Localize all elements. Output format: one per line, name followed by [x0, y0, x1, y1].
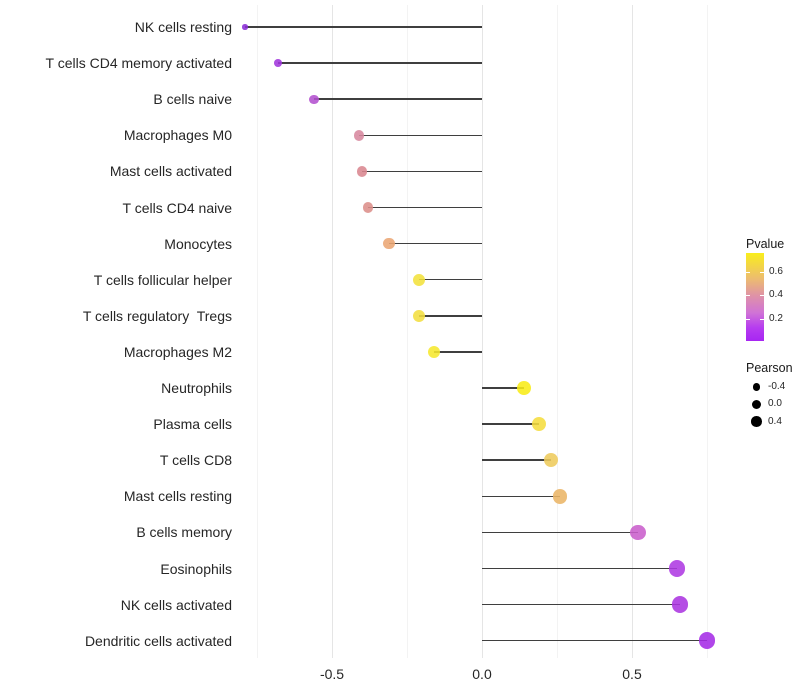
lollipop-stem — [434, 351, 482, 353]
lollipop-stem — [314, 98, 482, 100]
lollipop-stem — [389, 242, 482, 245]
pvalue-tick-label: 0.4 — [769, 289, 783, 301]
lollipop-stem — [482, 639, 707, 642]
gridline-major — [631, 5, 633, 658]
y-axis-label: B cells memory — [136, 524, 232, 541]
pearson-size-dot — [751, 399, 762, 409]
lollipop-dot — [309, 94, 319, 104]
pvalue-gradient-tick — [760, 318, 764, 320]
lollipop-stem — [278, 62, 482, 64]
gridline-major — [481, 5, 483, 658]
x-tick-label: 0.0 — [472, 666, 492, 682]
x-tick-label: 0.5 — [622, 666, 642, 682]
pvalue-tick-label: 0.6 — [769, 265, 783, 277]
y-axis-label: T cells CD4 memory activated — [45, 55, 232, 72]
gridline-minor — [706, 5, 708, 658]
lollipop-stem — [482, 603, 680, 606]
lollipop-dot — [413, 309, 425, 322]
lollipop-dot — [552, 489, 568, 504]
y-axis-label: Neutrophils — [161, 380, 232, 396]
y-axis-label: Monocytes — [164, 235, 232, 252]
y-axis-label: Mast cells activated — [109, 163, 232, 180]
lollipop-dot — [543, 453, 559, 468]
lollipop-stem — [359, 134, 482, 137]
lollipop-stem — [482, 423, 539, 425]
gridline-minor — [256, 5, 258, 658]
lollipop-dot — [427, 345, 441, 358]
gridline-minor — [556, 5, 558, 658]
x-tick-label: -0.5 — [319, 666, 345, 682]
pvalue-gradient-tick — [746, 271, 750, 273]
lollipop-dot — [630, 524, 646, 541]
lollipop-dot — [353, 130, 365, 141]
lollipop-stem — [368, 206, 482, 209]
pearson-size-label: 0.4 — [768, 415, 782, 427]
pvalue-gradient-bar — [746, 253, 764, 341]
y-axis-label: T cells follicular helper — [93, 271, 232, 288]
y-axis-label: Mast cells resting — [123, 488, 232, 505]
lollipop-dot — [242, 24, 248, 30]
pvalue-gradient-tick — [746, 318, 750, 320]
pvalue-tick-label: 0.2 — [769, 312, 783, 324]
y-axis-label: Macrophages M0 — [123, 127, 232, 144]
lollipop-dot — [362, 202, 374, 213]
y-axis-label: B cells naive — [153, 91, 232, 108]
lollipop-dot — [383, 237, 395, 250]
y-axis-label: T cells CD4 naive — [122, 199, 232, 216]
pearson-size-label: -0.4 — [768, 381, 786, 392]
lollipop-dot — [668, 560, 686, 577]
y-axis-label: NK cells activated — [120, 596, 232, 613]
lollipop-stem — [482, 567, 677, 570]
pearson-size-dot — [751, 416, 762, 427]
pearson-size-label: 0.0 — [768, 398, 782, 410]
lollipop-dot — [274, 59, 282, 67]
lollipop-stem — [419, 278, 482, 281]
y-axis-label: Dendritic cells activated — [84, 632, 232, 649]
lollipop-dot — [671, 596, 689, 613]
lollipop-dot — [531, 417, 547, 432]
pvalue-legend-title: Pvalue — [746, 237, 785, 251]
y-axis-label: NK cells resting — [134, 19, 232, 35]
lollipop-stem — [482, 495, 560, 498]
y-axis-label: Plasma cells — [153, 416, 232, 433]
pvalue-gradient-tick — [760, 295, 764, 297]
gridline-major — [331, 5, 333, 658]
pearson-legend-title: Pearson — [746, 361, 793, 375]
y-axis-label: T cells CD8 — [159, 452, 232, 469]
pearson-size-dot — [752, 383, 761, 391]
pvalue-gradient-tick — [760, 271, 764, 273]
y-axis-label: Eosinophils — [160, 560, 232, 577]
lollipop-stem — [482, 531, 638, 534]
lollipop-dot — [698, 632, 716, 649]
lollipop-stem — [362, 170, 482, 173]
lollipop-stem — [482, 459, 551, 461]
y-axis-label: Macrophages M2 — [123, 343, 232, 360]
gridline-minor — [406, 5, 408, 658]
lollipop-dot — [356, 166, 368, 177]
lollipop-stem — [482, 387, 524, 389]
y-axis-label: T cells regulatory Tregs — [82, 307, 232, 324]
lollipop-dot — [413, 273, 425, 286]
pvalue-gradient-tick — [746, 295, 750, 297]
lollipop-dot — [517, 381, 531, 395]
lollipop-stem — [419, 315, 482, 317]
lollipop-stem — [245, 26, 482, 28]
